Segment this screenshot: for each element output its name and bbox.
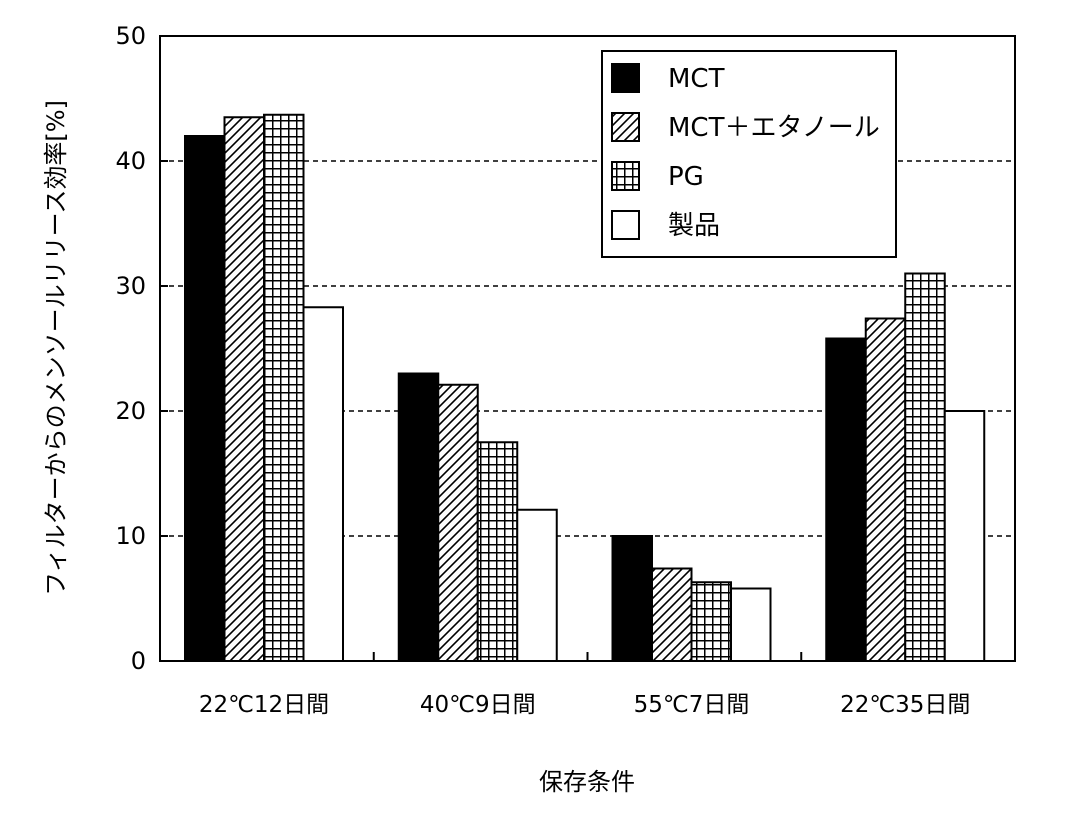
bar	[652, 569, 692, 662]
bar	[304, 307, 344, 661]
bar	[905, 274, 945, 662]
legend-label: PG	[668, 162, 704, 192]
y-tick-label: 40	[115, 147, 146, 175]
y-tick-label: 0	[131, 647, 146, 675]
bar	[399, 374, 439, 662]
bar	[185, 136, 225, 661]
legend-label: 製品	[668, 211, 720, 241]
bar	[517, 510, 557, 661]
y-tick-label: 10	[115, 522, 146, 550]
legend-swatch	[612, 162, 639, 190]
legend-label: MCT	[668, 64, 725, 94]
legend: MCT MCT＋エタノール PG 製品	[602, 51, 896, 257]
y-tick-label: 20	[115, 397, 146, 425]
bar	[866, 319, 906, 662]
legend-swatch	[612, 113, 639, 141]
bar	[613, 536, 653, 661]
x-tick-label: 40℃9日間	[420, 692, 536, 718]
bar	[692, 582, 732, 661]
legend-label: MCT＋エタノール	[668, 113, 880, 143]
legend-swatch	[612, 64, 639, 92]
bar	[945, 411, 985, 661]
bar	[478, 442, 518, 661]
y-axis-title: フィルターからのメンソールリリース効率[%]	[42, 100, 70, 596]
bar	[264, 115, 304, 661]
x-tick-label: 55℃7日間	[634, 692, 750, 718]
bar	[225, 117, 265, 661]
y-tick-label: 30	[115, 272, 146, 300]
y-tick-label: 50	[115, 22, 146, 50]
legend-swatch	[612, 211, 639, 239]
bar	[826, 339, 866, 662]
x-tick-label: 22℃35日間	[840, 692, 970, 718]
x-tick-label: 22℃12日間	[199, 692, 329, 718]
bar	[731, 589, 771, 662]
bar	[438, 385, 478, 661]
x-axis-title: 保存条件	[539, 768, 635, 796]
legend-box	[602, 51, 896, 257]
